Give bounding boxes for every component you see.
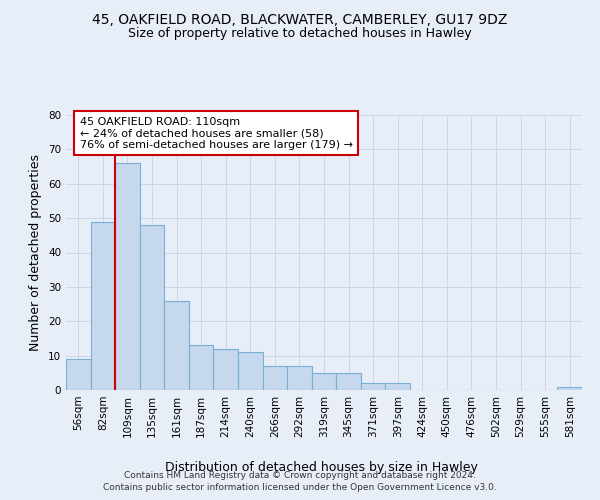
Bar [189,346,214,390]
Bar [287,366,312,390]
Bar [140,225,164,390]
Bar [557,386,582,390]
Bar [115,163,140,390]
Bar [385,383,410,390]
Y-axis label: Number of detached properties: Number of detached properties [29,154,43,351]
Bar [336,373,361,390]
Text: 45, OAKFIELD ROAD, BLACKWATER, CAMBERLEY, GU17 9DZ: 45, OAKFIELD ROAD, BLACKWATER, CAMBERLEY… [92,12,508,26]
Bar [214,349,238,390]
Bar [164,300,189,390]
Bar [312,373,336,390]
Bar [91,222,115,390]
Text: Contains HM Land Registry data © Crown copyright and database right 2024.
Contai: Contains HM Land Registry data © Crown c… [103,471,497,492]
Bar [66,359,91,390]
Text: Size of property relative to detached houses in Hawley: Size of property relative to detached ho… [128,28,472,40]
Text: Distribution of detached houses by size in Hawley: Distribution of detached houses by size … [164,461,478,474]
Bar [361,383,385,390]
Bar [238,352,263,390]
Text: 45 OAKFIELD ROAD: 110sqm
← 24% of detached houses are smaller (58)
76% of semi-d: 45 OAKFIELD ROAD: 110sqm ← 24% of detach… [80,116,353,150]
Bar [263,366,287,390]
